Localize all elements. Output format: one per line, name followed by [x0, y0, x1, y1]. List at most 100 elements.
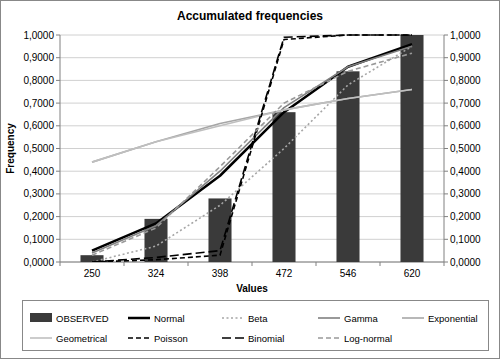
legend-label: Exponential: [428, 313, 478, 324]
y-tick: [56, 35, 60, 36]
x-tick-label: 620: [404, 268, 421, 279]
y-tick-label: 0,6000: [23, 120, 54, 131]
y2-tick-label: 0,6000: [450, 120, 481, 131]
x-tick: [316, 262, 317, 266]
y-tick-label: 0,9000: [23, 52, 54, 63]
x-tick: [124, 262, 125, 266]
y2-tick-label: 1,0000: [450, 30, 481, 41]
legend-label: Beta: [248, 313, 268, 324]
y2-tick: [444, 171, 448, 172]
y2-axis: [444, 35, 445, 262]
legend-swatch: [30, 337, 52, 339]
y-tick: [56, 103, 60, 104]
y-tick: [56, 80, 60, 81]
y2-tick: [444, 80, 448, 81]
legend-swatch: [318, 337, 340, 339]
y2-tick-label: 0,0000: [450, 257, 481, 268]
legend-label: Poisson: [154, 333, 188, 344]
y2-tick: [444, 239, 448, 240]
series-line: [92, 46, 412, 262]
grid-line: [60, 125, 444, 126]
x-tick: [444, 262, 445, 266]
y2-tick-label: 0,8000: [450, 75, 481, 86]
y2-tick: [444, 103, 448, 104]
grid-line: [60, 57, 444, 58]
y-tick: [56, 216, 60, 217]
legend-swatch: [318, 317, 340, 319]
y2-tick: [444, 57, 448, 58]
y2-tick: [444, 35, 448, 36]
grid-line: [60, 80, 444, 81]
y2-tick-label: 0,3000: [450, 188, 481, 199]
series-line: [92, 89, 412, 162]
y-tick-label: 0,1000: [23, 234, 54, 245]
x-tick-label: 324: [148, 268, 165, 279]
y-tick-label: 0,2000: [23, 211, 54, 222]
y-axis: [60, 35, 61, 262]
legend-box: [23, 301, 489, 351]
y-tick-label: 0,4000: [23, 166, 54, 177]
x-tick: [380, 262, 381, 266]
x-tick-label: 250: [84, 268, 101, 279]
x-tick-label: 546: [340, 268, 357, 279]
legend-label: OBSERVED: [56, 313, 109, 324]
y2-tick-label: 0,2000: [450, 211, 481, 222]
grid-line: [60, 148, 444, 149]
series-line: [92, 46, 412, 253]
y2-tick-label: 0,5000: [450, 143, 481, 154]
legend-label: Normal: [154, 313, 185, 324]
chart-border: [1, 1, 500, 359]
legend-label: Gamma: [344, 313, 379, 324]
y-tick-label: 0,5000: [23, 143, 54, 154]
y2-tick: [444, 262, 448, 263]
y-tick-label: 0,7000: [23, 98, 54, 109]
series-line: [92, 35, 412, 262]
x-tick: [188, 262, 189, 266]
bar: [272, 112, 295, 262]
legend-swatch: [128, 337, 150, 339]
y-tick-label: 0,3000: [23, 188, 54, 199]
y-tick: [56, 262, 60, 263]
legend-swatch: [222, 317, 244, 319]
legend-swatch: [128, 317, 150, 320]
grid-line: [60, 193, 444, 194]
y2-tick: [444, 193, 448, 194]
y-tick: [56, 171, 60, 172]
y-axis-title: Frequency: [5, 123, 16, 174]
y2-tick-label: 0,7000: [450, 98, 481, 109]
grid-line: [60, 103, 444, 104]
y-tick: [56, 57, 60, 58]
legend-label: Binomial: [248, 333, 284, 344]
x-tick: [60, 262, 61, 266]
x-axis-title: Values: [236, 283, 268, 294]
legend-swatch: [222, 337, 244, 339]
bar: [400, 35, 423, 262]
y-tick: [56, 193, 60, 194]
x-tick-label: 398: [212, 268, 229, 279]
y-tick: [56, 125, 60, 126]
y2-tick: [444, 148, 448, 149]
y-tick: [56, 148, 60, 149]
grid-line: [60, 35, 444, 36]
x-tick-label: 472: [276, 268, 293, 279]
series-line: [92, 89, 412, 162]
legend-label: Geometrical: [56, 333, 107, 344]
grid-line: [60, 171, 444, 172]
x-tick: [252, 262, 253, 266]
series-line: [92, 53, 412, 255]
title: Accumulated frequencies: [177, 9, 323, 23]
series-line: [92, 35, 412, 262]
grid-line: [60, 216, 444, 217]
y-tick-label: 0,8000: [23, 75, 54, 86]
y2-tick: [444, 216, 448, 217]
plot-area: [80, 35, 423, 262]
y2-tick-label: 0,1000: [450, 234, 481, 245]
y2-tick-label: 0,4000: [450, 166, 481, 177]
chart: Accumulated frequencies 0,0000 0,1000 0,200…: [0, 0, 500, 359]
y2-tick: [444, 125, 448, 126]
legend-swatch: [30, 313, 52, 322]
y2-tick-label: 0,9000: [450, 52, 481, 63]
legend-label: Log-normal: [344, 333, 392, 344]
y-tick-label: 1,0000: [23, 30, 54, 41]
legend: OBSERVED Normal Beta Gamma Exponential Geomet…: [23, 301, 489, 351]
